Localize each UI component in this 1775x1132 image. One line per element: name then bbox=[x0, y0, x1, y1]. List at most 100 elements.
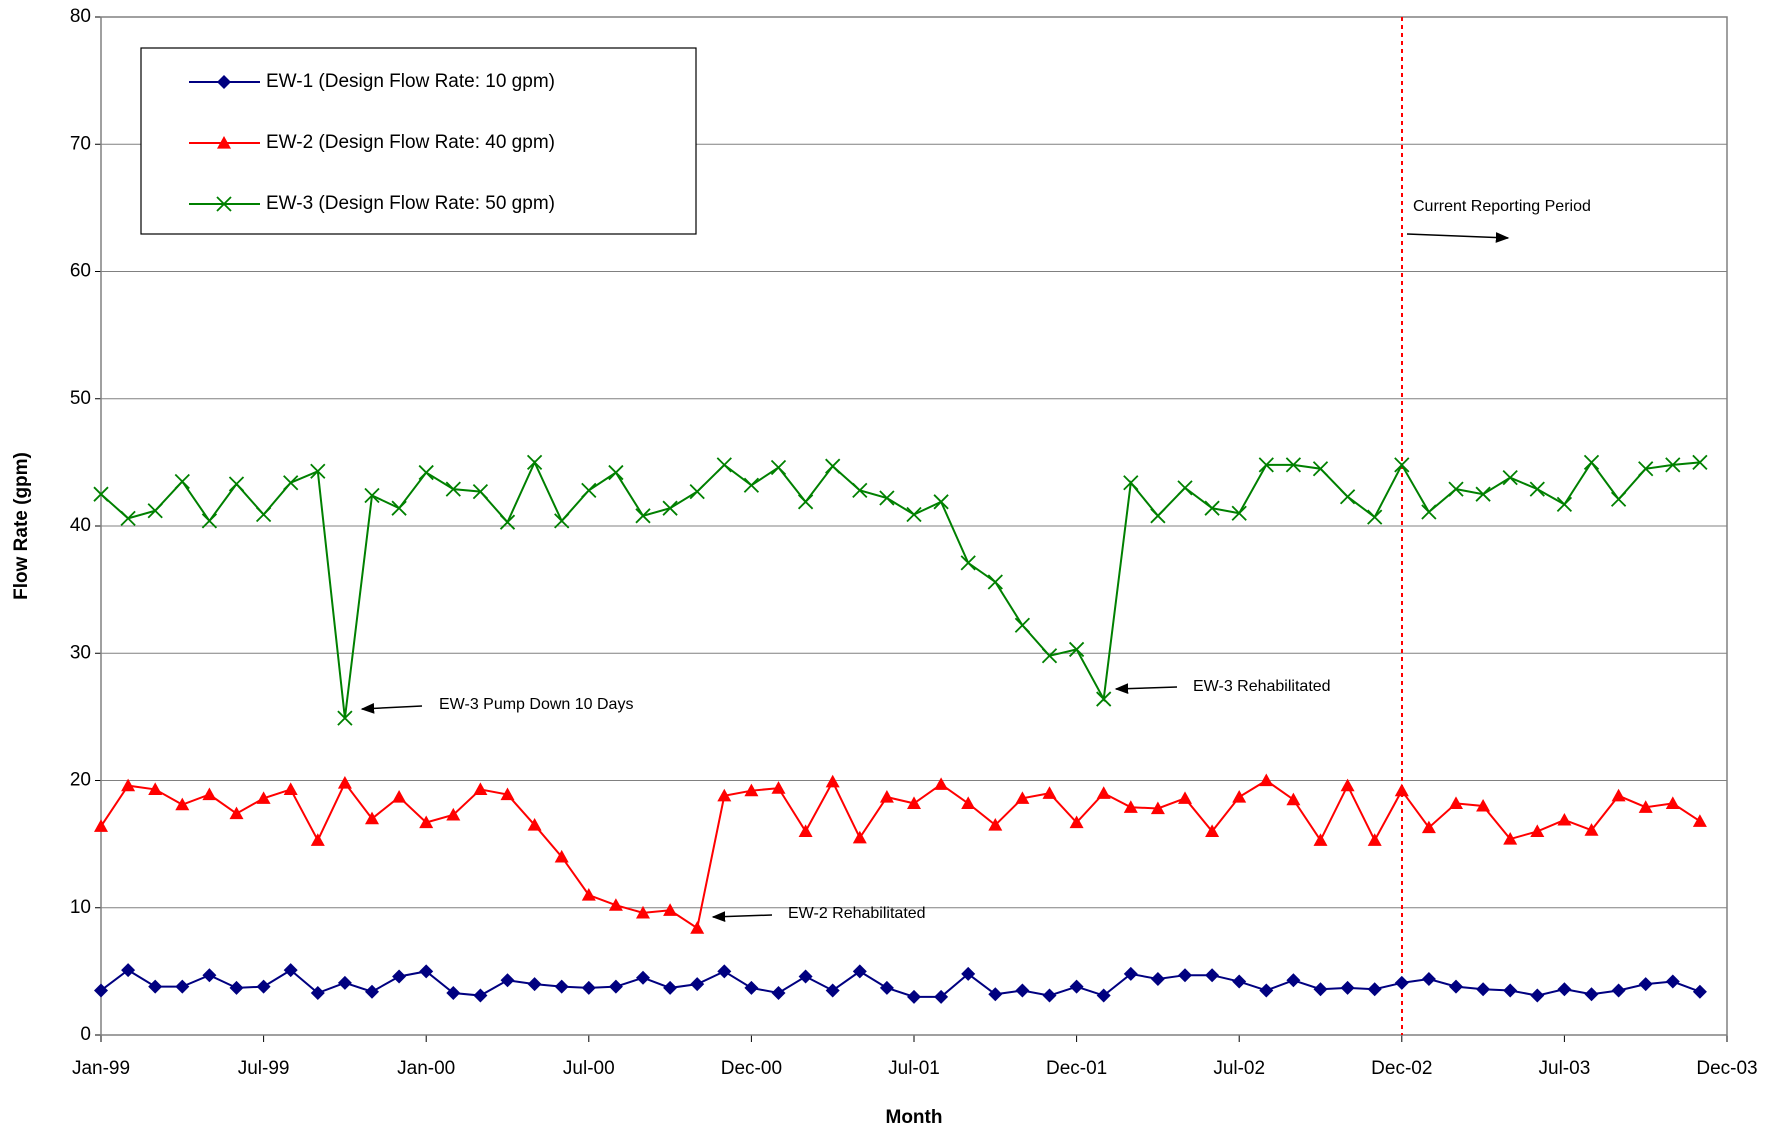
point bbox=[1394, 975, 1409, 990]
point bbox=[1339, 489, 1356, 505]
point bbox=[526, 454, 543, 471]
point bbox=[217, 75, 231, 89]
point bbox=[717, 964, 732, 979]
annotation-arrow bbox=[711, 911, 773, 922]
point bbox=[1449, 796, 1463, 810]
point bbox=[500, 973, 515, 988]
point bbox=[988, 818, 1003, 831]
point bbox=[1394, 783, 1409, 797]
point bbox=[1312, 461, 1329, 477]
point bbox=[934, 989, 949, 1004]
point bbox=[1665, 457, 1681, 473]
y-tick-label: 70 bbox=[70, 133, 91, 154]
point bbox=[365, 984, 379, 999]
point bbox=[879, 980, 894, 995]
point bbox=[419, 815, 434, 829]
point bbox=[174, 473, 190, 490]
point bbox=[1123, 800, 1138, 813]
point bbox=[825, 774, 840, 788]
point bbox=[229, 806, 244, 820]
point bbox=[1421, 972, 1436, 987]
point bbox=[1014, 617, 1031, 633]
point bbox=[1421, 820, 1436, 834]
point bbox=[1611, 788, 1626, 802]
point bbox=[121, 963, 136, 978]
point bbox=[217, 136, 231, 149]
point bbox=[743, 477, 760, 493]
point bbox=[1231, 505, 1247, 521]
series-line bbox=[100, 459, 1700, 719]
point bbox=[1340, 980, 1355, 995]
point bbox=[662, 500, 678, 516]
point bbox=[1178, 791, 1192, 804]
x-tick-label: Jan-99 bbox=[72, 1058, 130, 1079]
point bbox=[392, 790, 407, 803]
point bbox=[365, 811, 379, 825]
point bbox=[798, 824, 813, 837]
point bbox=[581, 980, 596, 995]
y-tick-label: 10 bbox=[70, 897, 91, 918]
series-line bbox=[100, 779, 1701, 930]
point bbox=[852, 482, 868, 499]
point bbox=[852, 830, 867, 844]
point bbox=[933, 494, 949, 510]
point bbox=[1610, 491, 1627, 507]
point bbox=[364, 487, 380, 504]
point bbox=[852, 964, 867, 979]
point bbox=[392, 969, 407, 984]
legend: EW-1 (Design Flow Rate: 10 gpm) EW-2 (Des… bbox=[140, 47, 697, 235]
point bbox=[1394, 457, 1410, 473]
point bbox=[663, 903, 678, 916]
point bbox=[1475, 486, 1491, 502]
point bbox=[120, 510, 136, 527]
y-tick-label: 50 bbox=[70, 388, 91, 409]
point bbox=[1150, 508, 1166, 524]
point bbox=[608, 898, 623, 911]
x-tick-label: Jul-03 bbox=[1539, 1058, 1591, 1079]
point bbox=[175, 979, 190, 994]
point bbox=[228, 476, 245, 492]
point bbox=[1421, 504, 1437, 520]
point bbox=[771, 986, 786, 1001]
point bbox=[1178, 968, 1192, 983]
point bbox=[554, 849, 569, 863]
y-tick-label: 0 bbox=[80, 1024, 91, 1045]
point bbox=[337, 776, 352, 789]
plot-area bbox=[93, 454, 1708, 1004]
point bbox=[1556, 496, 1573, 513]
point bbox=[690, 921, 705, 934]
legend-label: EW-3 (Design Flow Rate: 50 gpm) bbox=[266, 193, 555, 214]
point bbox=[1503, 832, 1518, 845]
point bbox=[1583, 454, 1600, 471]
x-tick-label: Dec-00 bbox=[721, 1058, 782, 1079]
point bbox=[636, 905, 650, 919]
point bbox=[1259, 983, 1274, 998]
point bbox=[1692, 814, 1707, 827]
point bbox=[1692, 984, 1707, 999]
y-tick-label: 30 bbox=[70, 642, 91, 663]
point bbox=[1069, 979, 1084, 994]
point bbox=[1530, 988, 1545, 1003]
annotation: EW-3 Rehabilitated bbox=[1193, 678, 1331, 695]
annotation-arrow bbox=[1406, 232, 1510, 243]
point bbox=[202, 787, 217, 801]
point bbox=[554, 979, 569, 994]
point bbox=[1530, 824, 1545, 837]
point bbox=[1313, 833, 1328, 846]
point bbox=[391, 500, 407, 516]
point bbox=[1069, 815, 1084, 829]
point bbox=[1503, 983, 1518, 998]
point bbox=[1232, 974, 1247, 989]
point bbox=[310, 986, 325, 1001]
point bbox=[527, 818, 542, 831]
point bbox=[283, 782, 298, 796]
point bbox=[1232, 790, 1247, 803]
y-tick-label: 60 bbox=[70, 261, 91, 282]
point bbox=[446, 986, 461, 1001]
point bbox=[744, 783, 759, 797]
point bbox=[907, 989, 921, 1004]
point bbox=[1529, 481, 1545, 497]
point bbox=[1259, 773, 1274, 787]
point bbox=[337, 975, 352, 990]
point bbox=[1286, 973, 1301, 988]
